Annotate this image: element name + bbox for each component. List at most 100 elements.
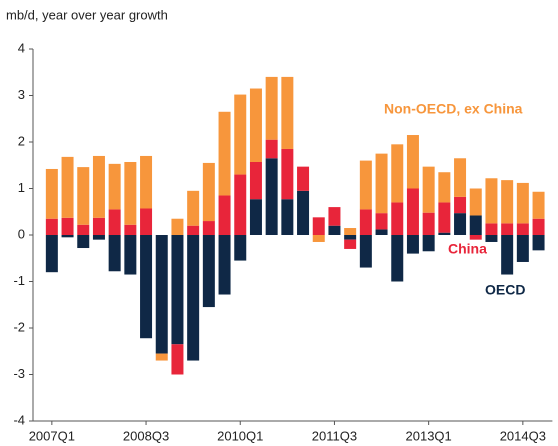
bar-segment <box>438 202 451 233</box>
bar-segment <box>454 213 467 235</box>
bar-segment <box>140 235 153 339</box>
bar-segment <box>45 218 58 235</box>
bar-segment <box>438 172 451 203</box>
bar-segment <box>328 207 341 226</box>
bar-segment <box>61 217 74 235</box>
bar-segment <box>265 139 278 159</box>
x-tick-label: 2014Q3 <box>500 428 546 443</box>
bar-segment <box>516 182 529 224</box>
bar-segment <box>454 158 467 197</box>
bar-segment <box>532 218 545 235</box>
bar-segment <box>202 235 215 308</box>
bar-segment <box>155 235 168 354</box>
bar-segment <box>516 235 529 262</box>
bar-segment <box>108 209 121 235</box>
bar-segment <box>422 166 435 213</box>
bar-segment <box>218 111 231 196</box>
bar-segment <box>406 235 419 254</box>
bar-segment <box>532 235 545 251</box>
y-tick-label: 4 <box>18 40 25 55</box>
bar-segment <box>312 217 325 235</box>
bar-segment <box>171 218 184 235</box>
bar-segment <box>532 191 545 219</box>
bar-segment <box>359 160 372 210</box>
bar-segment <box>406 188 419 235</box>
x-tick-label: 2007Q1 <box>29 428 75 443</box>
bar-segment <box>92 217 105 235</box>
bar-segment <box>359 209 372 235</box>
bar-segment <box>108 235 121 272</box>
bar-segment <box>124 235 137 275</box>
bar-segment <box>501 180 514 224</box>
bar-segment <box>202 162 215 222</box>
bar-segment <box>501 223 514 235</box>
bar-segment <box>45 235 58 273</box>
bar-segment <box>391 202 404 235</box>
x-tick-label: 2008Q3 <box>123 428 169 443</box>
bar-segment <box>140 155 153 209</box>
bar-segment <box>297 166 310 191</box>
x-tick-label: 2010Q1 <box>217 428 263 443</box>
bar-segment <box>234 235 247 261</box>
bar-segment <box>391 235 404 282</box>
x-tick-label: 2013Q1 <box>406 428 452 443</box>
bar-segment <box>469 235 482 240</box>
bar-segment <box>92 235 105 240</box>
bar-segment <box>501 235 514 275</box>
bar-segment <box>344 235 357 240</box>
y-tick-label: 2 <box>18 133 25 148</box>
bar-segment <box>281 199 294 235</box>
bar-segment <box>108 163 121 210</box>
series-label: OECD <box>485 282 525 298</box>
bar-segment <box>422 235 435 252</box>
bar-segment <box>249 88 262 162</box>
bar-segment <box>391 144 404 203</box>
bar-segment <box>218 195 231 235</box>
bar-segment <box>92 155 105 218</box>
bar-segment <box>485 223 498 235</box>
y-tick-label: 1 <box>18 180 25 195</box>
bar-segment <box>265 158 278 235</box>
bar-segment <box>202 221 215 235</box>
y-tick-label: -2 <box>13 319 25 334</box>
bar-segment <box>359 235 372 268</box>
bar-segment <box>438 232 451 235</box>
y-tick-label: 0 <box>18 226 25 241</box>
bar-segment <box>218 235 231 295</box>
bar-segment <box>375 153 388 214</box>
bar-segment <box>249 199 262 235</box>
y-tick-label: -1 <box>13 273 25 288</box>
bar-segment <box>454 196 467 214</box>
bar-segment <box>61 156 74 218</box>
bar-segment <box>281 76 294 149</box>
bar-segment <box>485 178 498 224</box>
bar-segment <box>124 224 137 235</box>
bar-segment <box>234 94 247 175</box>
bar-segment <box>45 168 58 219</box>
bar-segment <box>422 212 435 235</box>
bar-segment <box>124 161 137 225</box>
bar-segment <box>375 229 388 235</box>
bar-segment <box>187 225 200 235</box>
y-tick-label: 3 <box>18 87 25 102</box>
chart-title: mb/d, year over year growth <box>6 7 168 22</box>
bar-segment <box>328 225 341 235</box>
series-label: China <box>448 241 487 257</box>
bar-segment <box>61 235 74 238</box>
bar-segment <box>485 235 498 242</box>
bar-segment <box>281 148 294 200</box>
bars <box>45 76 545 375</box>
bar-segment <box>312 235 325 242</box>
bar-segment <box>469 188 482 216</box>
bar-segment <box>249 161 262 200</box>
bar-segment <box>140 208 153 235</box>
bar-segment <box>77 235 90 249</box>
bar-segment <box>297 190 310 235</box>
series-label: Non-OECD, ex China <box>384 101 523 117</box>
bar-segment <box>344 228 357 235</box>
bar-segment <box>406 135 419 189</box>
bar-segment <box>344 239 357 249</box>
y-tick-label: -3 <box>13 366 25 381</box>
bar-segment <box>187 190 200 226</box>
bar-segment <box>265 76 278 140</box>
